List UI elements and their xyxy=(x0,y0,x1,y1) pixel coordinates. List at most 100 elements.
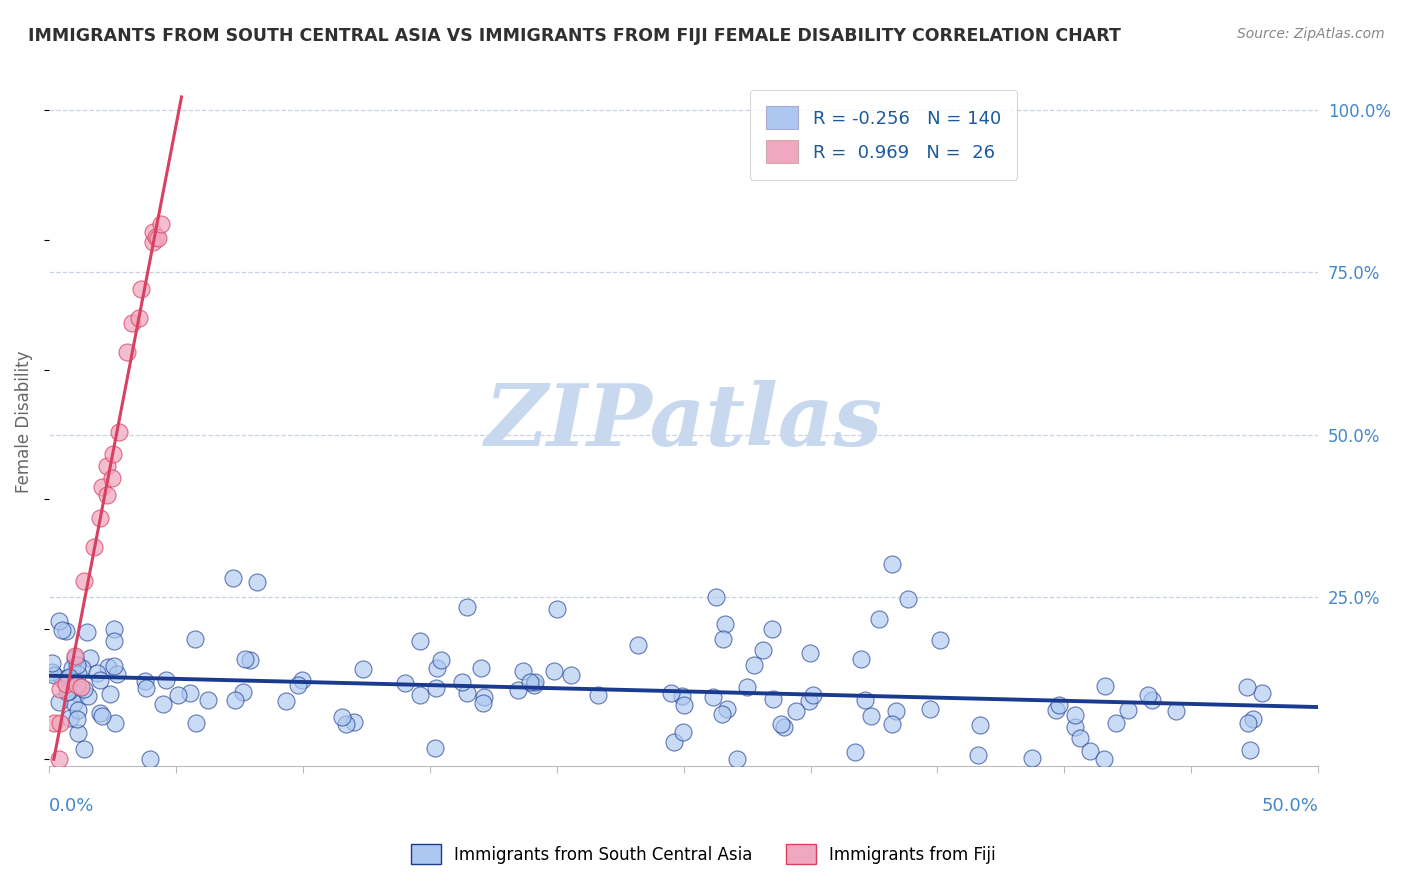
Point xyxy=(868,612,890,626)
Point xyxy=(89,673,111,687)
Point xyxy=(41,656,63,670)
Point xyxy=(425,681,447,695)
Point xyxy=(76,624,98,639)
Point xyxy=(66,725,89,739)
Point xyxy=(408,634,430,648)
Point xyxy=(49,682,72,697)
Text: IMMIGRANTS FROM SOUTH CENTRAL ASIA VS IMMIGRANTS FROM FIJI FEMALE DISABILITY COR: IMMIGRANTS FROM SOUTH CENTRAL ASIA VS IM… xyxy=(28,27,1121,45)
Point xyxy=(1078,744,1101,758)
Point xyxy=(752,643,775,657)
Point xyxy=(430,653,453,667)
Point xyxy=(66,678,89,692)
Point xyxy=(146,231,169,245)
Point xyxy=(48,614,70,628)
Point xyxy=(920,702,942,716)
Point xyxy=(711,632,734,646)
Point xyxy=(55,676,77,690)
Point xyxy=(882,717,904,731)
Point xyxy=(1105,715,1128,730)
Point xyxy=(184,632,207,647)
Point xyxy=(233,652,256,666)
Point xyxy=(742,657,765,672)
Point xyxy=(1116,703,1139,717)
Legend: R = -0.256   N = 140, R =  0.969   N =  26: R = -0.256 N = 140, R = 0.969 N = 26 xyxy=(749,90,1018,179)
Point xyxy=(79,651,101,665)
Point xyxy=(246,574,269,589)
Point xyxy=(66,712,89,726)
Point xyxy=(44,716,66,731)
Point xyxy=(66,657,89,672)
Point xyxy=(96,488,118,502)
Point xyxy=(142,225,165,239)
Point xyxy=(659,686,682,700)
Point xyxy=(426,661,449,675)
Point xyxy=(63,650,86,665)
Point xyxy=(769,717,792,731)
Point xyxy=(512,664,534,678)
Point xyxy=(725,752,748,766)
Point xyxy=(222,571,245,585)
Point xyxy=(117,345,139,359)
Point xyxy=(967,747,990,762)
Point xyxy=(101,447,124,461)
Point xyxy=(474,690,496,704)
Point xyxy=(55,685,77,699)
Point xyxy=(761,622,783,636)
Point xyxy=(152,698,174,712)
Point xyxy=(799,647,821,661)
Point xyxy=(560,668,582,682)
Point xyxy=(799,694,821,708)
Point xyxy=(1021,750,1043,764)
Point xyxy=(1092,752,1115,766)
Point xyxy=(423,740,446,755)
Point xyxy=(107,425,129,439)
Point xyxy=(543,664,565,678)
Point xyxy=(886,704,908,718)
Point xyxy=(51,673,73,687)
Point xyxy=(97,660,120,674)
Point xyxy=(1241,712,1264,726)
Point xyxy=(167,688,190,702)
Point xyxy=(291,673,314,687)
Point xyxy=(65,649,87,664)
Point xyxy=(103,622,125,636)
Point xyxy=(456,686,478,700)
Point xyxy=(142,235,165,249)
Y-axis label: Female Disability: Female Disability xyxy=(15,351,32,492)
Point xyxy=(523,678,546,692)
Point xyxy=(129,282,152,296)
Point xyxy=(63,696,86,710)
Point xyxy=(184,716,207,731)
Point xyxy=(1136,688,1159,702)
Point xyxy=(1045,703,1067,717)
Point xyxy=(98,687,121,701)
Point xyxy=(626,638,648,652)
Legend: Immigrants from South Central Asia, Immigrants from Fiji: Immigrants from South Central Asia, Immi… xyxy=(404,838,1002,871)
Point xyxy=(762,691,785,706)
Point xyxy=(121,316,143,330)
Text: ZIPatlas: ZIPatlas xyxy=(485,380,883,463)
Point xyxy=(56,671,79,685)
Point xyxy=(1094,679,1116,693)
Point xyxy=(702,690,724,704)
Point xyxy=(735,680,758,694)
Point xyxy=(1063,708,1085,723)
Point xyxy=(73,681,96,696)
Point xyxy=(91,480,114,494)
Point xyxy=(471,696,494,710)
Point xyxy=(48,695,70,709)
Point xyxy=(197,692,219,706)
Point xyxy=(343,714,366,729)
Point xyxy=(70,681,93,695)
Point xyxy=(224,692,246,706)
Point xyxy=(456,599,478,614)
Point xyxy=(155,673,177,687)
Point xyxy=(149,217,172,231)
Point xyxy=(844,745,866,759)
Point xyxy=(1250,685,1272,699)
Point xyxy=(409,689,432,703)
Point xyxy=(524,675,547,690)
Point xyxy=(72,661,94,675)
Point xyxy=(664,734,686,748)
Point xyxy=(785,704,807,718)
